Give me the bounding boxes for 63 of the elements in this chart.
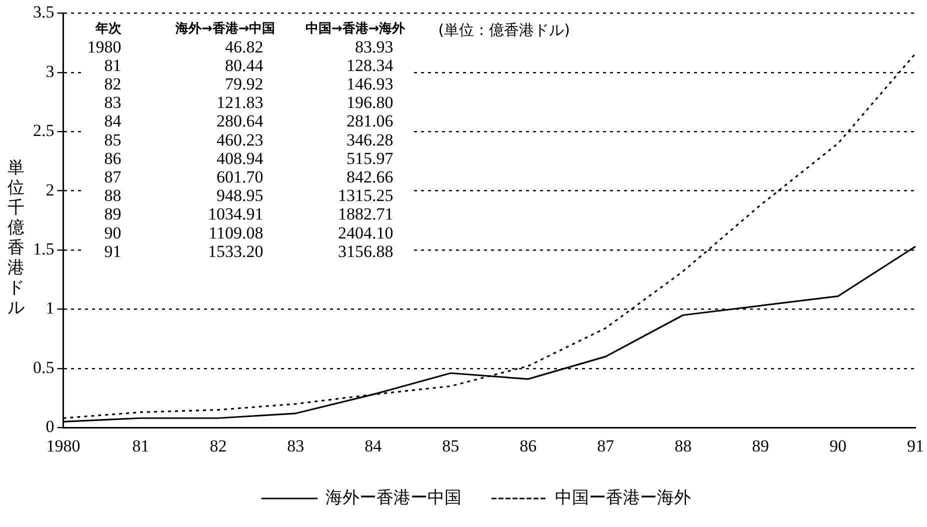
annotation: 中国→香港→海外 xyxy=(305,20,406,37)
annotation: 196.80 xyxy=(346,93,394,112)
annotation: 87 xyxy=(104,167,122,186)
annotation: 460.23 xyxy=(216,130,264,150)
annotation: 81 xyxy=(104,56,122,75)
x-tick-label: 84 xyxy=(364,436,382,456)
legend-label: 中国ー香港ー海外 xyxy=(555,488,691,508)
annotation: 2404.10 xyxy=(338,223,394,242)
annotation: 1315.25 xyxy=(338,186,394,206)
x-tick-label: 89 xyxy=(752,436,770,456)
y-tick-label: 2 xyxy=(46,180,54,200)
annotation: 46.82 xyxy=(225,37,264,56)
annotation: 515.97 xyxy=(346,148,394,168)
annotation: 281.06 xyxy=(346,112,394,131)
annotation: 1109.08 xyxy=(208,223,264,242)
y-tick-label: 3 xyxy=(46,62,54,81)
y-tick-label: 2.5 xyxy=(33,121,54,140)
annotation: 84 xyxy=(104,112,122,131)
annotation: 88 xyxy=(104,186,122,206)
annotation: 842.66 xyxy=(346,167,394,186)
annotation: 1034.91 xyxy=(208,204,264,224)
y-axis-title: 単位千億香港ドル xyxy=(6,158,26,318)
x-tick-label: 85 xyxy=(442,436,460,456)
annotation: 80.44 xyxy=(225,56,264,75)
x-tick-label: 86 xyxy=(520,436,537,456)
annotation: (単位：億香港ドル) xyxy=(438,21,570,40)
annotation: 601.70 xyxy=(216,167,264,186)
x-tick-label: 81 xyxy=(132,436,150,456)
annotation: 3156.88 xyxy=(338,242,394,261)
annotation: 83.93 xyxy=(355,37,394,56)
annotation: 121.83 xyxy=(216,93,264,112)
x-tick-label: 90 xyxy=(830,436,847,456)
annotation: 948.95 xyxy=(216,186,264,206)
annotation: 280.64 xyxy=(216,112,264,131)
y-tick-label: 1.5 xyxy=(33,239,54,258)
x-tick-label: 87 xyxy=(597,436,615,456)
annotation: 1882.71 xyxy=(338,204,394,224)
x-tick-label: 1980 xyxy=(46,436,80,456)
annotation: 128.34 xyxy=(346,56,394,75)
annotation: 86 xyxy=(104,148,122,168)
annotation: 83 xyxy=(104,93,122,112)
y-tick-label: 3.5 xyxy=(33,2,54,22)
x-tick-label: 83 xyxy=(287,436,304,456)
annotation: 1980 xyxy=(87,37,122,56)
annotation: 346.28 xyxy=(346,130,394,150)
annotation: 85 xyxy=(104,130,122,150)
annotation: 90 xyxy=(104,223,122,242)
x-tick-label: 82 xyxy=(210,436,227,456)
x-tick-label: 88 xyxy=(674,436,692,456)
y-tick-label: 0 xyxy=(46,417,54,436)
x-tick-label: 91 xyxy=(907,436,924,456)
y-tick-label: 1 xyxy=(46,298,54,318)
y-tick-label: 0.5 xyxy=(33,358,54,377)
annotation: 海外→香港→中国 xyxy=(174,20,276,37)
annotation: 146.93 xyxy=(346,74,394,94)
annotation: 408.94 xyxy=(216,148,264,168)
annotation: 年次 xyxy=(94,22,122,37)
annotation: 1533.20 xyxy=(208,242,264,261)
annotation: 89 xyxy=(104,204,122,224)
annotation: 79.92 xyxy=(225,74,264,94)
annotation: 82 xyxy=(104,74,122,94)
legend-label: 海外ー香港ー中国 xyxy=(326,488,462,508)
annotation: 91 xyxy=(104,242,122,261)
